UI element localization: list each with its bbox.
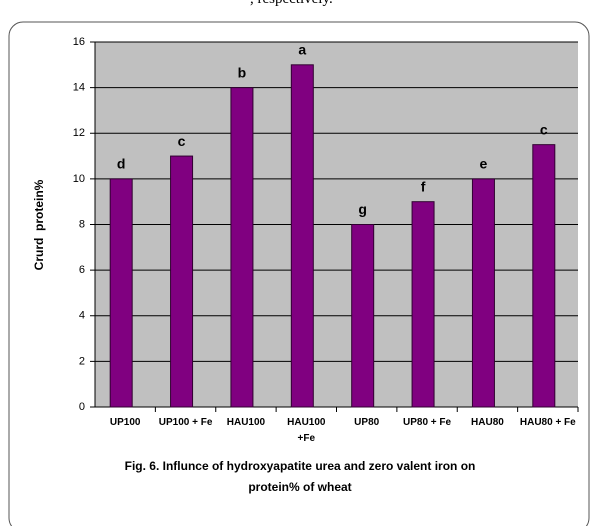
bar-annotation: c	[540, 121, 548, 137]
bar	[532, 144, 556, 408]
bar-annotation: d	[117, 156, 126, 172]
bar	[351, 224, 375, 408]
y-tick-label: 0	[79, 401, 85, 413]
y-tick-label: 2	[79, 355, 85, 367]
x-tick-label: HAU100	[226, 417, 266, 428]
x-tick-label: UP100 + Fe	[158, 417, 213, 428]
top-text: , respectively.	[250, 0, 333, 8]
bar-annotation: c	[178, 133, 186, 149]
bar	[290, 64, 314, 408]
y-axis-label: Crurd protein%	[32, 179, 46, 270]
y-tick-label: 4	[79, 310, 85, 322]
caption: Fig. 6. Influnce of hydroxyapatite urea …	[124, 459, 476, 494]
y-tick-label: 10	[73, 173, 85, 185]
y-tick-label: 16	[73, 36, 85, 48]
bar	[471, 178, 495, 408]
bar-annotation: e	[480, 156, 488, 172]
y-tick-label: 14	[73, 82, 85, 94]
x-tick-label: UP100	[109, 417, 141, 428]
bar-annotation: a	[298, 42, 306, 58]
bar-annotation: b	[238, 64, 247, 80]
x-tick-label: HAU80	[471, 417, 504, 428]
frame	[8, 21, 590, 526]
y-tick-label: 6	[79, 264, 85, 276]
y-tick-label: 8	[79, 218, 85, 230]
x-tick-label: HAU80 + Fe	[519, 417, 576, 428]
bar	[230, 87, 254, 408]
x-tick-label: UP80 + Fe	[403, 417, 452, 428]
y-tick-label: 12	[73, 127, 85, 139]
bar	[170, 155, 194, 408]
bar-annotation: g	[358, 201, 367, 217]
bar	[109, 178, 133, 408]
x-tick-label: UP80	[354, 417, 380, 428]
x-tick-label: HAU100 +Fe	[287, 417, 326, 444]
bar	[411, 201, 435, 408]
bar-annotation: f	[421, 178, 426, 194]
